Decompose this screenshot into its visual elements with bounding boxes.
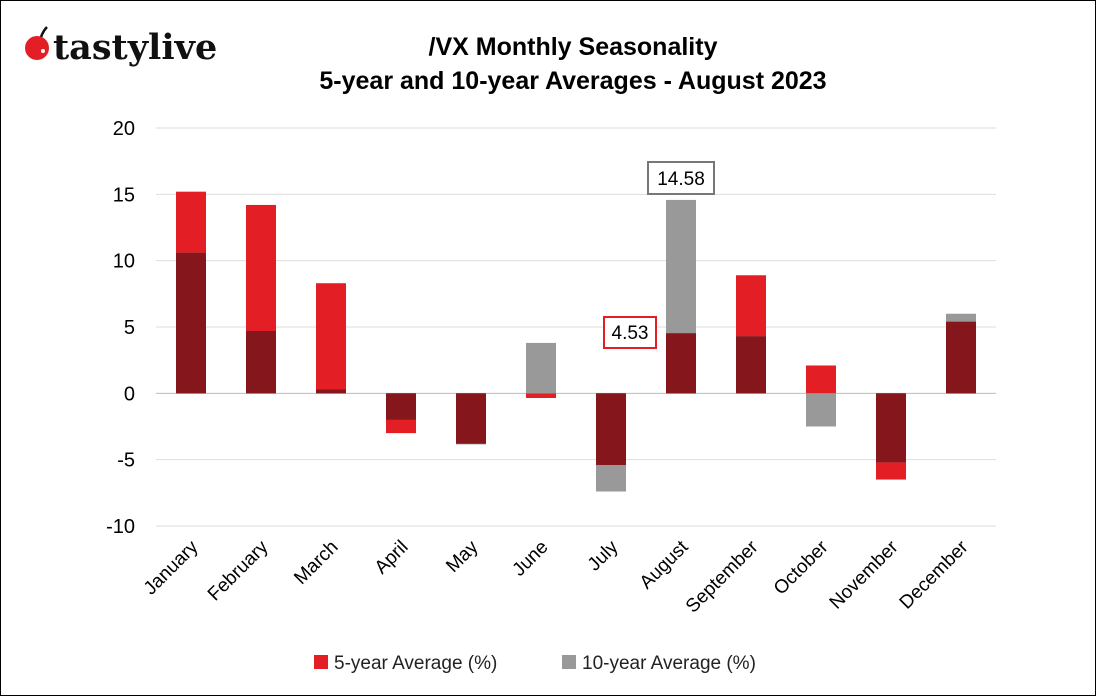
logo: tastylive (25, 26, 217, 68)
x-tick-label: May (442, 536, 483, 577)
y-tick-label: 5 (124, 317, 135, 339)
legend-label-5yr: 5-year Average (%) (334, 653, 497, 674)
bar-overlap (456, 393, 486, 444)
cherry-icon (25, 26, 49, 60)
legend-label-10yr: 10-year Average (%) (582, 653, 756, 674)
legend: 5-year Average (%) 10-year Average (%) (314, 653, 756, 674)
bar-overlap (596, 393, 626, 465)
bar-overlap (666, 333, 696, 394)
x-tick-label: February (204, 536, 273, 605)
chart-subtitle: 5-year and 10-year Averages - August 202… (319, 67, 826, 95)
x-tick-label: January (140, 536, 203, 599)
x-tick-label: June (509, 537, 553, 581)
bar-10yr (806, 393, 836, 427)
x-tick-label: July (584, 536, 623, 575)
x-tick-label: March (290, 537, 342, 589)
x-tick-label: October (770, 536, 833, 599)
x-tick-label: September (682, 536, 763, 617)
y-tick-label: 20 (113, 118, 135, 140)
annotation-10yr: 14.58 (647, 161, 715, 195)
bar-overlap (316, 389, 346, 394)
bar-5yr (806, 365, 836, 394)
bar-overlap (736, 336, 766, 394)
x-tick-label: April (371, 537, 413, 579)
chart-title: /VX Monthly Seasonality (429, 33, 718, 61)
bar-overlap (176, 252, 206, 394)
y-tick-label: 15 (113, 184, 135, 206)
annotation-5yr: 4.53 (603, 316, 657, 349)
bar-overlap (946, 321, 976, 394)
x-tick-label: November (826, 536, 903, 613)
bar-5yr (526, 393, 556, 398)
y-tick-label: 10 (113, 251, 135, 273)
bar-overlap (876, 393, 906, 463)
y-tick-label: -5 (117, 450, 135, 472)
bar-10yr (526, 342, 556, 394)
svg-text:4.53: 4.53 (612, 323, 649, 344)
logo-text: tastylive (53, 27, 217, 68)
y-tick-label: 0 (124, 383, 135, 405)
y-tick-label: -10 (106, 516, 135, 538)
x-tick-label: December (896, 536, 973, 613)
svg-text:14.58: 14.58 (657, 169, 705, 190)
bar-overlap (386, 393, 416, 420)
legend-swatch-5yr (314, 655, 328, 669)
x-tick-label: August (636, 536, 693, 593)
bar-5yr (316, 283, 346, 394)
legend-swatch-10yr (562, 655, 576, 669)
bar-overlap (246, 330, 276, 394)
